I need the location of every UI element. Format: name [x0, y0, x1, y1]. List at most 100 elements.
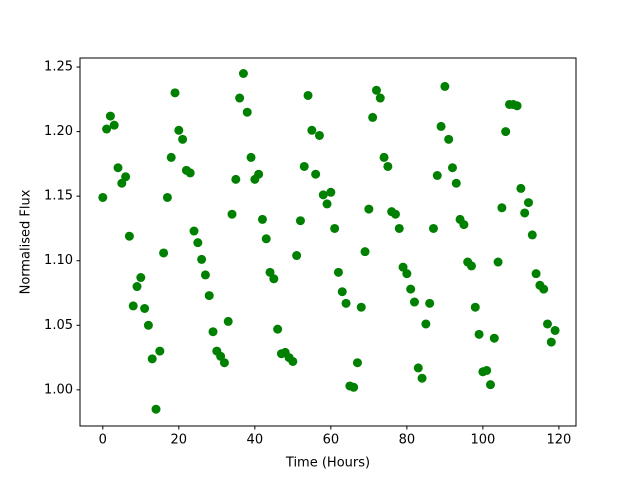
point	[174, 125, 184, 135]
y-tick-label: 1.15	[44, 189, 73, 204]
x-tick-label: 100	[470, 433, 495, 448]
point	[349, 382, 359, 392]
point	[200, 270, 210, 280]
point	[166, 152, 176, 162]
point	[413, 363, 423, 373]
point	[402, 269, 412, 279]
y-tick-label: 1.00	[44, 382, 73, 397]
point	[531, 269, 541, 279]
x-axis-label: Time (Hours)	[285, 456, 370, 471]
point	[292, 251, 302, 261]
point	[269, 274, 279, 284]
y-axis-label: Normalised Flux	[19, 189, 34, 294]
point	[204, 291, 214, 301]
point	[352, 358, 362, 368]
point	[466, 261, 476, 271]
point	[299, 161, 309, 171]
point	[421, 319, 431, 329]
point	[364, 204, 374, 214]
point	[436, 121, 446, 131]
point	[474, 329, 484, 339]
point	[303, 90, 313, 100]
point	[178, 134, 188, 144]
y-tick-label: 1.10	[44, 253, 73, 268]
x-tick-label: 0	[99, 433, 107, 448]
point	[550, 325, 560, 335]
point	[288, 356, 298, 366]
point	[337, 287, 347, 297]
point	[428, 223, 438, 233]
point	[432, 171, 442, 181]
point	[295, 216, 305, 226]
point	[326, 187, 336, 197]
point	[109, 120, 119, 130]
point	[516, 183, 526, 193]
point	[322, 199, 332, 209]
point	[128, 301, 138, 311]
point	[185, 168, 195, 178]
point	[341, 298, 351, 308]
x-tick-label: 60	[323, 433, 340, 448]
point	[307, 125, 317, 135]
point	[121, 172, 131, 182]
point	[254, 169, 264, 179]
point	[235, 93, 245, 103]
point	[223, 316, 233, 326]
point	[140, 303, 150, 313]
point	[318, 190, 328, 200]
point	[482, 365, 492, 375]
point	[261, 234, 271, 244]
point	[360, 247, 370, 257]
point	[390, 209, 400, 219]
point	[124, 231, 134, 241]
point	[447, 163, 457, 173]
y-tick-label: 1.05	[44, 318, 73, 333]
point	[356, 302, 366, 312]
point	[143, 320, 153, 330]
point	[151, 404, 161, 414]
x-tick-label: 120	[546, 433, 571, 448]
point	[520, 208, 530, 218]
point	[371, 85, 381, 95]
point	[238, 68, 248, 78]
point	[501, 127, 511, 137]
point	[406, 284, 416, 294]
point	[246, 152, 256, 162]
point	[208, 327, 218, 337]
point	[512, 101, 522, 111]
point	[459, 220, 469, 230]
point	[440, 81, 450, 91]
point	[219, 358, 229, 368]
point	[539, 284, 549, 294]
y-tick-label: 1.20	[44, 124, 73, 139]
point	[227, 209, 237, 219]
point	[159, 248, 169, 258]
x-tick-label: 80	[399, 433, 416, 448]
point	[105, 111, 115, 121]
point	[542, 319, 552, 329]
point	[379, 152, 389, 162]
point	[425, 298, 435, 308]
point	[242, 107, 252, 117]
point	[485, 380, 495, 390]
point	[314, 130, 324, 140]
point	[257, 214, 267, 224]
point	[155, 346, 165, 356]
point	[394, 223, 404, 233]
point	[489, 333, 499, 343]
point	[197, 254, 207, 264]
point	[493, 257, 503, 267]
point	[451, 178, 461, 188]
point	[113, 163, 123, 173]
point	[189, 226, 199, 236]
point	[102, 124, 112, 134]
point	[497, 203, 507, 213]
point	[333, 267, 343, 277]
point	[527, 230, 537, 240]
point	[170, 88, 180, 98]
y-tick-label: 1.25	[44, 60, 73, 75]
axes-frame	[79, 57, 577, 427]
point	[273, 324, 283, 334]
